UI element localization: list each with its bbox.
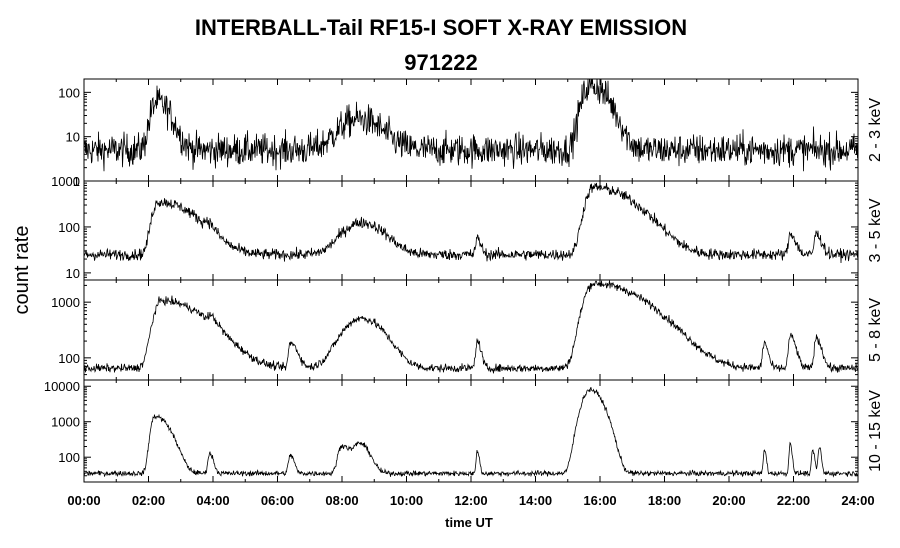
panel-frame: [83, 379, 859, 483]
panel-1: 1 10 100 2 - 3 keV: [58, 78, 884, 189]
plot-panels: 1 10 100 2 - 3 keV 10 100 1000 3 - 5 keV 100 1000…: [44, 78, 884, 483]
x-tick-label: 14:00: [519, 493, 552, 508]
x-tick-label: 20:00: [712, 493, 745, 508]
y-tick-label: 10000: [44, 379, 80, 394]
series-line: [83, 182, 859, 264]
series-line: [83, 387, 859, 478]
x-tick-label: 08:00: [325, 493, 358, 508]
x-tick-label: 22:00: [777, 493, 810, 508]
panel-energy-label: 3 - 5 keV: [867, 198, 884, 262]
y-tick-label: 10: [66, 266, 80, 281]
panel-2: 10 100 1000 3 - 5 keV: [51, 174, 884, 281]
panel-frame: [83, 78, 859, 182]
x-tick-label: 02:00: [132, 493, 165, 508]
y-tick-label: 100: [58, 220, 80, 235]
y-tick-label: 10: [66, 130, 80, 145]
y-tick-label: 1000: [51, 295, 80, 310]
chart-subtitle: 971222: [404, 50, 477, 75]
x-tick-label: 18:00: [648, 493, 681, 508]
y-axis-label: count rate: [11, 226, 33, 315]
panel-frame: [83, 279, 859, 381]
y-tick-label: 1000: [51, 415, 80, 430]
panel-3: 100 1000 5 - 8 keV: [51, 279, 884, 381]
y-tick-label: 100: [58, 351, 80, 366]
series-line: [83, 280, 859, 374]
y-tick-label: 100: [58, 85, 80, 100]
y-tick-label: 100: [58, 450, 80, 465]
x-tick-label: 10:00: [390, 493, 423, 508]
panel-energy-label: 2 - 3 keV: [867, 98, 884, 162]
panel-4: 100 1000 10000 10 - 15 keV: [44, 379, 884, 483]
x-tick-label: 06:00: [261, 493, 294, 508]
x-tick-label: 16:00: [583, 493, 616, 508]
chart-title: INTERBALL-Tail RF15-I SOFT X-RAY EMISSIO…: [195, 15, 687, 40]
x-tick-label: 12:00: [454, 493, 487, 508]
x-tick-labels: 00:00 02:00 04:00 06:00 08:00 10:00 12:00 14:00…: [67, 493, 874, 508]
panel-energy-label: 10 - 15 keV: [867, 390, 884, 472]
x-axis-label: time UT: [445, 515, 493, 530]
panel-energy-label: 5 - 8 keV: [867, 298, 884, 362]
y-tick-label: 1000: [51, 174, 80, 189]
x-tick-label: 00:00: [67, 493, 100, 508]
panel-frame: [83, 180, 859, 281]
y-tick-label: 1: [73, 174, 80, 189]
series-line: [83, 78, 859, 172]
x-tick-label: 04:00: [196, 493, 229, 508]
x-tick-label: 24:00: [841, 493, 874, 508]
